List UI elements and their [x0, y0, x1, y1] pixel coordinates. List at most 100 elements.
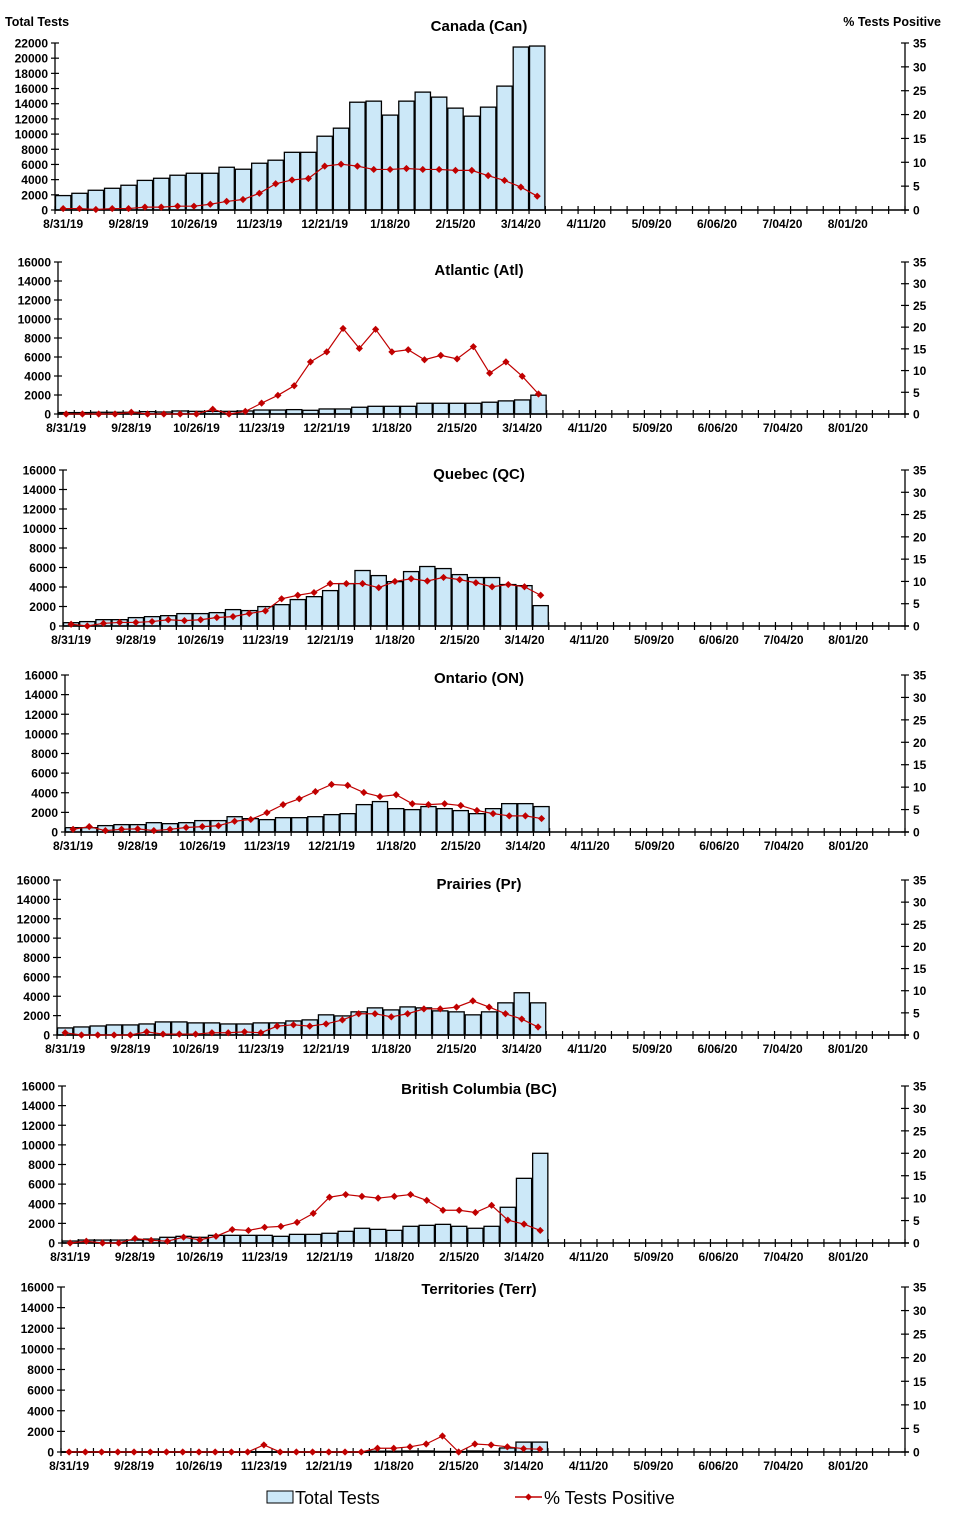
point-pct-positive — [485, 1003, 493, 1011]
left-tick-label: 14000 — [25, 688, 59, 702]
point-pct-positive — [206, 200, 214, 208]
point-pct-positive — [231, 817, 239, 825]
bar-total-tests — [448, 1011, 465, 1036]
left-tick-label: 0 — [41, 204, 48, 218]
right-tick-label: 5 — [913, 1422, 920, 1436]
right-tick-label: 35 — [913, 1080, 927, 1094]
x-tick-label: 8/01/20 — [828, 421, 868, 435]
point-pct-positive — [245, 609, 253, 618]
point-pct-positive — [337, 160, 345, 168]
left-tick-label: 6000 — [31, 767, 58, 781]
point-pct-positive — [126, 1031, 134, 1039]
bar-total-tests — [479, 106, 497, 211]
bar-total-tests — [274, 817, 292, 833]
point-pct-positive — [274, 391, 282, 399]
point-pct-positive — [341, 1448, 349, 1456]
x-tick-label: 3/14/20 — [504, 633, 544, 647]
point-pct-positive — [358, 580, 367, 588]
x-tick-label: 5/09/20 — [632, 1042, 672, 1056]
point-pct-positive — [83, 622, 91, 630]
left-tick-label: 10000 — [17, 932, 51, 946]
left-tick-label: 10000 — [21, 1342, 55, 1356]
x-tick-label: 8/01/20 — [828, 1459, 868, 1473]
legend-marker-pct-positive — [525, 1493, 532, 1501]
point-pct-positive — [150, 827, 158, 835]
x-tick-label: 11/23/19 — [242, 1250, 288, 1264]
right-tick-label: 35 — [913, 874, 927, 888]
right-tick-label: 35 — [913, 37, 927, 51]
point-pct-positive — [438, 1432, 447, 1440]
point-pct-positive — [59, 204, 67, 213]
x-tick-label: 5/09/20 — [634, 633, 674, 647]
x-tick-label: 1/18/20 — [376, 839, 416, 853]
point-pct-positive — [130, 1448, 138, 1456]
point-pct-positive — [124, 204, 133, 213]
line-pct-positive — [66, 327, 539, 415]
bar-total-tests — [288, 1233, 306, 1244]
x-tick-label: 7/04/20 — [763, 1042, 803, 1056]
left-tick-label: 0 — [43, 1029, 50, 1043]
point-pct-positive — [162, 1448, 171, 1456]
right-tick-label: 35 — [913, 464, 927, 478]
point-pct-positive — [69, 825, 77, 833]
x-tick-label: 8/01/20 — [828, 1250, 868, 1264]
point-pct-positive — [108, 204, 116, 213]
x-tick-label: 9/28/19 — [110, 1042, 150, 1056]
x-tick-label: 12/21/19 — [305, 1459, 352, 1473]
left-tick-label: 14000 — [21, 1301, 55, 1315]
left-tick-label: 2000 — [23, 1009, 50, 1023]
point-pct-positive — [163, 1237, 171, 1245]
x-tick-label: 1/18/20 — [374, 1459, 414, 1473]
bar-total-tests — [431, 1010, 449, 1036]
left-tick-label: 16000 — [15, 82, 49, 96]
point-pct-positive — [520, 1220, 528, 1228]
left-tick-label: 0 — [48, 1237, 55, 1251]
right-tick-label: 30 — [913, 1304, 927, 1318]
x-tick-label: 9/28/19 — [109, 217, 149, 231]
right-tick-label: 25 — [913, 299, 927, 313]
left-tick-label: 2000 — [24, 389, 51, 403]
point-pct-positive — [94, 1031, 102, 1039]
point-pct-positive — [420, 1005, 428, 1013]
left-tick-label: 14000 — [17, 893, 51, 907]
point-pct-positive — [146, 1448, 154, 1456]
point-pct-positive — [520, 583, 529, 591]
point-pct-positive — [469, 997, 477, 1005]
point-pct-positive — [272, 180, 280, 188]
bar-total-tests — [338, 582, 355, 627]
point-pct-positive — [147, 1236, 155, 1244]
x-tick-label: 3/14/20 — [504, 1250, 544, 1264]
point-pct-positive — [175, 1030, 183, 1038]
x-tick-label: 2/15/20 — [437, 421, 477, 435]
point-pct-positive — [223, 197, 231, 206]
point-pct-positive — [406, 1190, 415, 1199]
bar-total-tests — [367, 405, 384, 415]
bar-total-tests — [305, 596, 323, 627]
point-pct-positive — [323, 348, 331, 356]
x-tick-label: 2/15/20 — [440, 633, 480, 647]
point-pct-positive — [225, 410, 233, 418]
x-tick-label: 4/11/20 — [567, 1042, 607, 1056]
x-tick-label: 8/01/20 — [828, 217, 868, 231]
bar-total-tests — [450, 1225, 468, 1244]
x-tick-label: 12/21/19 — [307, 633, 354, 647]
x-tick-label: 12/21/19 — [308, 839, 355, 853]
point-pct-positive — [388, 348, 396, 356]
panel-quebec-qc: Quebec (QC) 0 2000 4000 6000 8000 10000 12000 14… — [23, 464, 927, 648]
panel-atlantic-atl: Atlantic (Atl) 0 2000 4000 6000 8000 10000 1200… — [18, 256, 927, 436]
x-tick-label: 10/26/19 — [179, 839, 226, 853]
left-tick-label: 8000 — [21, 143, 48, 157]
point-pct-positive — [261, 1223, 269, 1231]
left-tick-label: 12000 — [25, 708, 59, 722]
bar-total-tests — [272, 1235, 290, 1244]
point-pct-positive — [355, 1010, 363, 1018]
x-tick-label: 9/28/19 — [114, 1459, 154, 1473]
point-pct-positive — [247, 815, 255, 824]
point-pct-positive — [141, 203, 149, 211]
panel-title: Territories (Terr) — [421, 1281, 536, 1298]
bar-total-tests — [351, 406, 368, 415]
left-tick-label: 16000 — [25, 669, 59, 683]
bar-total-tests — [404, 808, 421, 833]
point-pct-positive — [521, 812, 529, 820]
